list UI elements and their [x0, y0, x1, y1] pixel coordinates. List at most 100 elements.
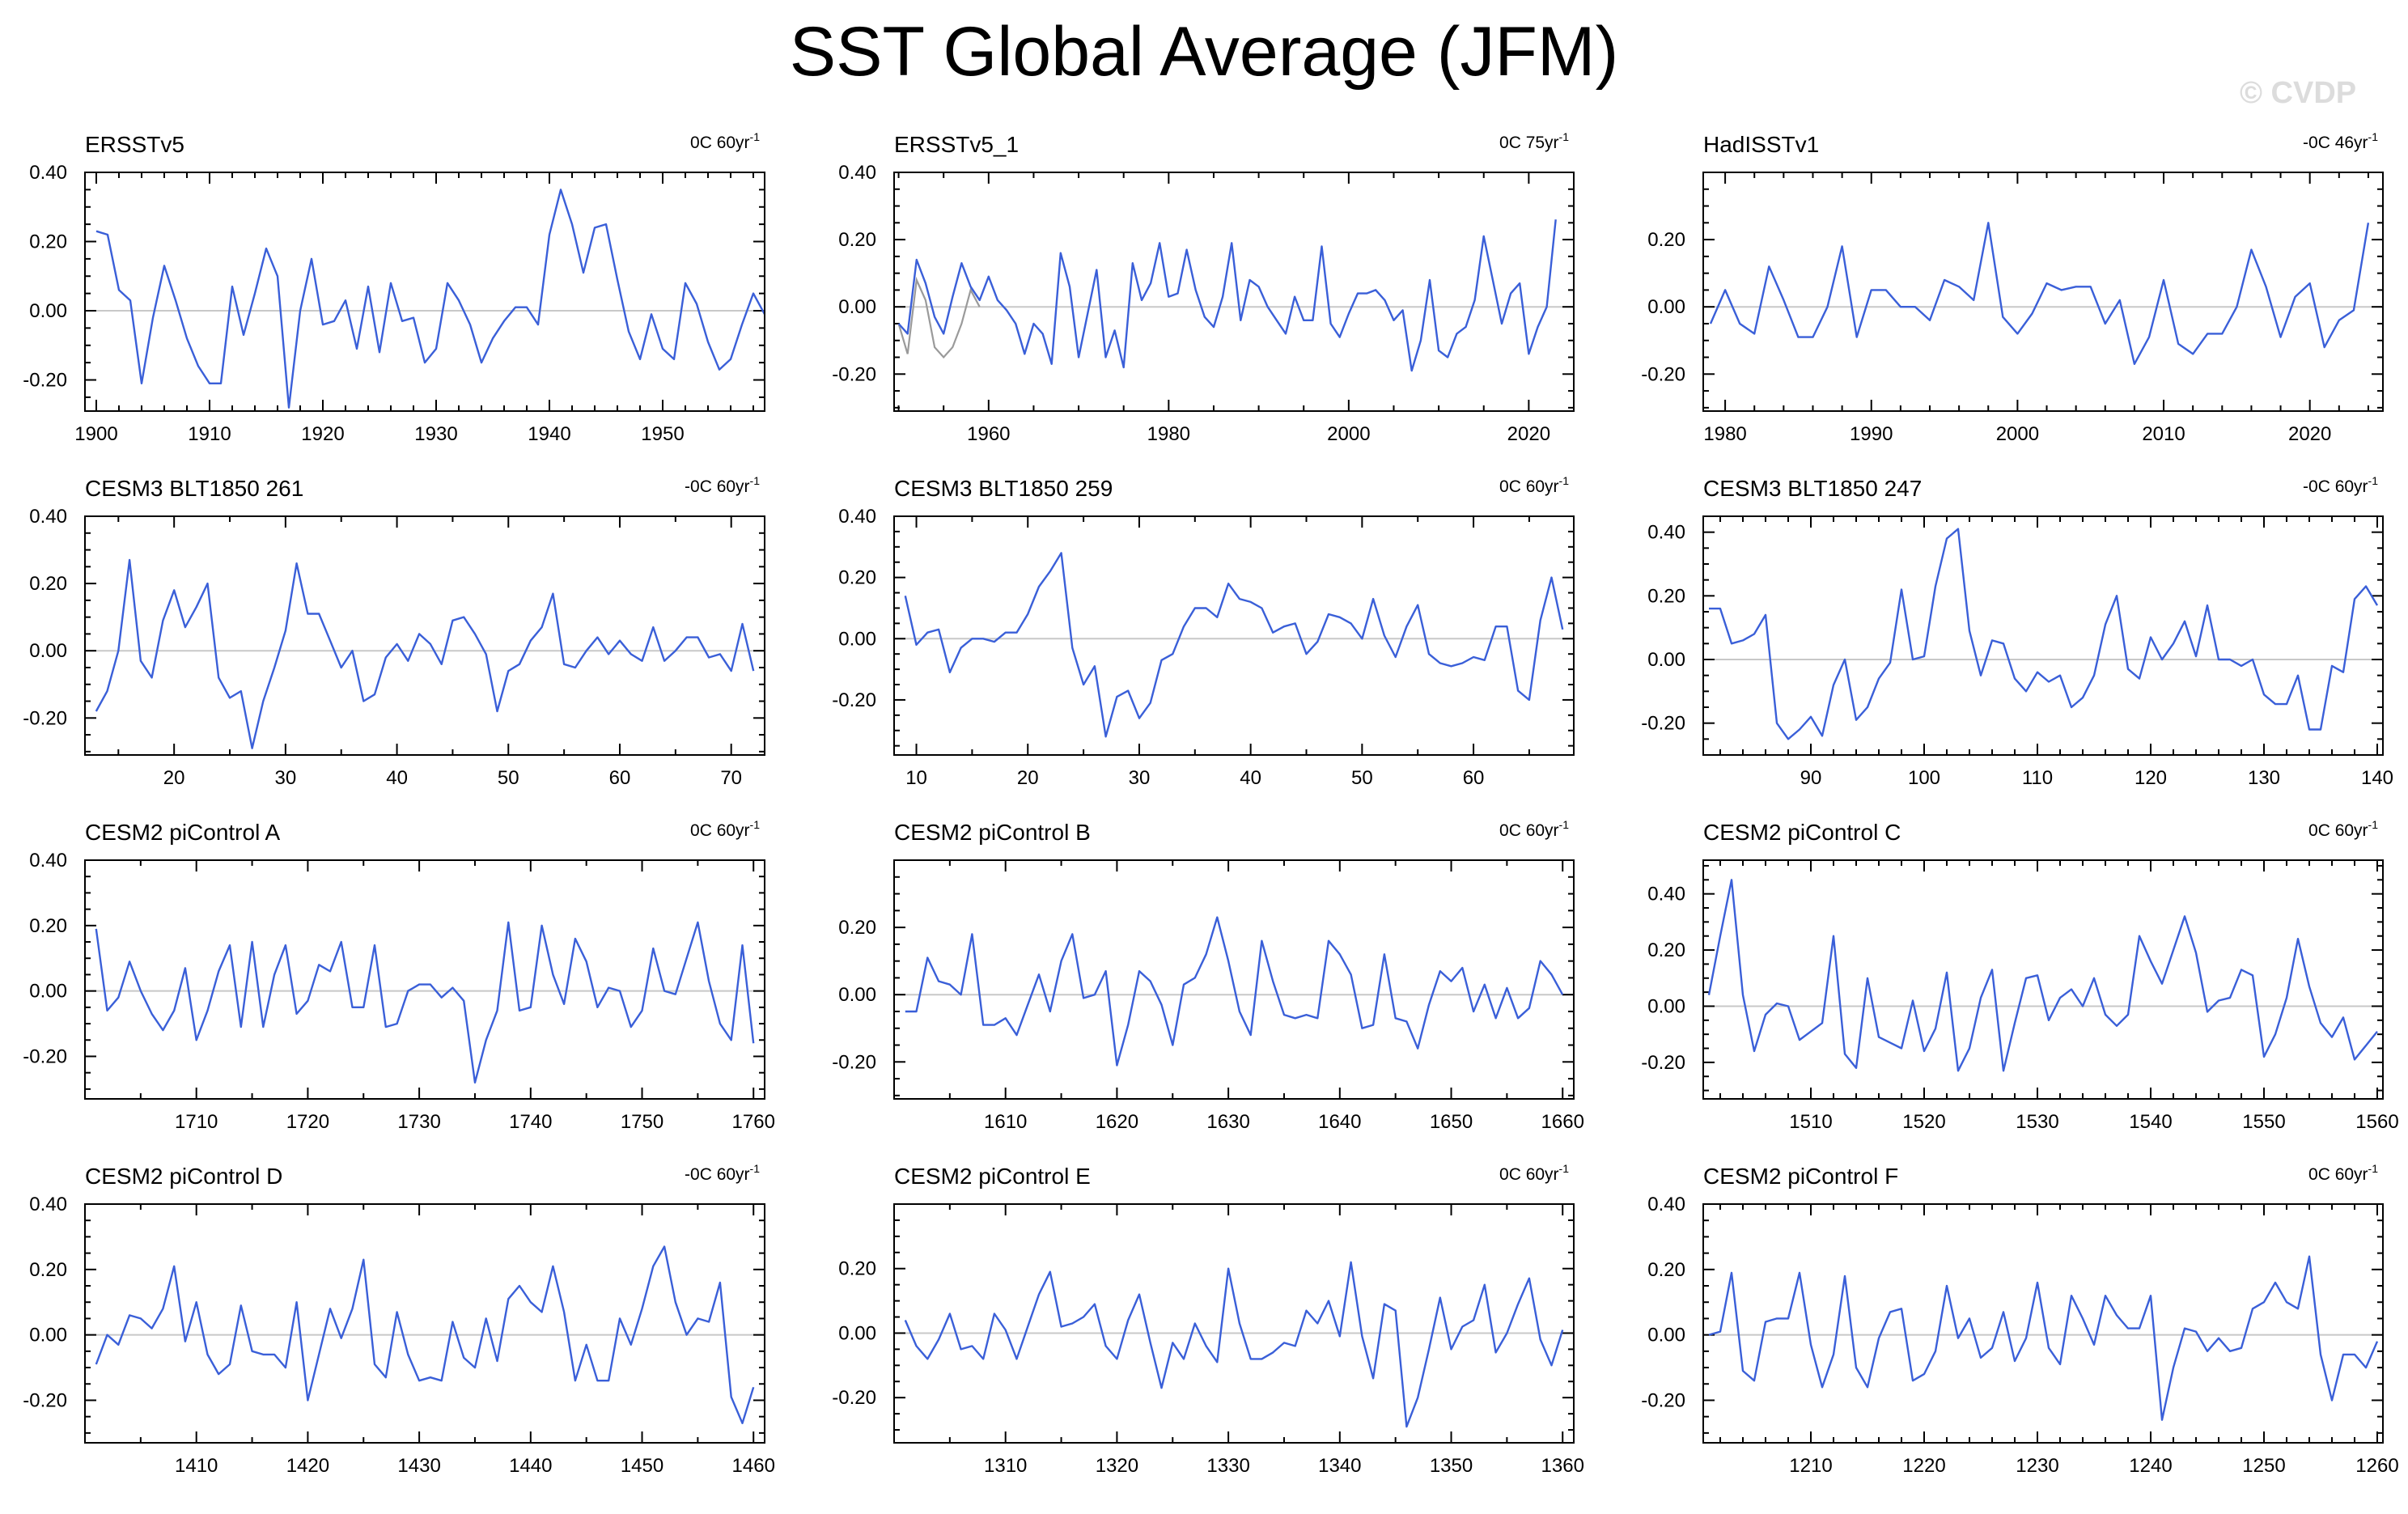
x-tick-label: 1560	[2355, 1111, 2398, 1133]
x-tick-label: 1760	[732, 1111, 775, 1133]
plot-frame	[893, 515, 1575, 756]
y-tick-label: -0.20	[23, 1045, 67, 1067]
x-tick-label: 1320	[1096, 1455, 1138, 1477]
x-tick-label: 1260	[2355, 1455, 2398, 1477]
y-tick-label: 0.00	[1647, 296, 1685, 318]
y-tick-label: -0.20	[832, 1051, 876, 1073]
y-tick-label: 0.00	[29, 981, 67, 1003]
x-tick-label: 1410	[175, 1455, 218, 1477]
x-tick-label: 2000	[1327, 423, 1370, 445]
series-line	[1707, 879, 2378, 1072]
x-tick-label: 1230	[2016, 1455, 2058, 1477]
x-tick-label: 1710	[175, 1111, 218, 1133]
watermark: © CVDP	[2240, 76, 2357, 110]
x-tick-label: 1550	[2242, 1111, 2285, 1133]
x-tick-label: 1940	[528, 423, 570, 445]
y-tick-label: 0.00	[838, 1322, 876, 1344]
series-line	[897, 219, 1557, 372]
panel-title: CESM3 BLT1850 261	[85, 476, 303, 501]
y-tick-label: -0.20	[1641, 713, 1685, 735]
plot-frame	[84, 172, 765, 412]
x-tick-label: 1650	[1430, 1111, 1473, 1133]
x-tick-label: 1520	[1902, 1111, 1945, 1133]
x-tick-label: 1330	[1206, 1455, 1249, 1477]
y-tick-label: 0.00	[838, 628, 876, 650]
y-tick-label: 0.00	[838, 984, 876, 1006]
trend-label: 0C 60yr-1	[2308, 1162, 2378, 1184]
plot-frame	[893, 859, 1575, 1100]
x-tick-label: 1980	[1703, 423, 1746, 445]
chart-panel: -0.20 0.00 0.20 0.40 1410 1420 1430 1440 1450 146…	[23, 1162, 775, 1477]
trend-label: 0C 60yr-1	[2308, 818, 2378, 840]
x-tick-label: 2020	[1507, 423, 1550, 445]
trend-label: -0C 60yr-1	[685, 1162, 760, 1184]
y-tick-label: 0.00	[1647, 649, 1685, 671]
series-line	[95, 558, 755, 749]
x-tick-label: 1980	[1147, 423, 1190, 445]
x-tick-label: 1510	[1789, 1111, 1832, 1133]
y-tick-label: -0.20	[1641, 363, 1685, 385]
series-line	[904, 552, 1564, 738]
x-tick-label: 1720	[286, 1111, 329, 1133]
y-tick-label: 0.00	[1647, 995, 1685, 1017]
y-tick-label: 0.00	[29, 1325, 67, 1346]
x-tick-label: 1640	[1318, 1111, 1361, 1133]
plot-frame	[893, 1203, 1575, 1444]
chart-panel: -0.20 0.00 0.20 0.40 20 30 40 50 60 70 CESM3 BLT18…	[23, 474, 765, 789]
x-tick-label: 1440	[509, 1455, 552, 1477]
y-tick-label: 0.20	[29, 915, 67, 937]
panel-title: ERSSTv5_1	[894, 132, 1019, 157]
y-tick-label: -0.20	[832, 363, 876, 385]
y-tick-label: 0.20	[838, 917, 876, 939]
series-line	[904, 1261, 1564, 1428]
y-tick-label: 0.40	[838, 162, 876, 184]
panel-title: CESM3 BLT1850 259	[894, 476, 1113, 501]
y-tick-label: -0.20	[23, 370, 67, 392]
y-tick-label: 0.20	[29, 1259, 67, 1281]
panel-title: HadISSTv1	[1703, 132, 1819, 157]
x-tick-label: 90	[1800, 767, 1822, 789]
plot-frame	[84, 1203, 765, 1444]
x-tick-label: 1310	[984, 1455, 1027, 1477]
y-tick-label: -0.20	[23, 707, 67, 729]
y-tick-label: 0.40	[1647, 522, 1685, 544]
series-line	[95, 921, 755, 1084]
x-tick-label: 50	[1351, 767, 1373, 789]
trend-label: 0C 75yr-1	[1499, 130, 1569, 152]
x-tick-label: 1210	[1789, 1455, 1832, 1477]
x-tick-label: 1630	[1206, 1111, 1249, 1133]
plot-frame	[1702, 515, 2384, 756]
y-tick-label: 0.20	[1647, 1259, 1685, 1281]
chart-panel: -0.20 0.00 0.20 0.40 1900 1910 1920 1930 1940 195…	[23, 130, 766, 445]
panel-title: CESM2 piControl F	[1703, 1164, 1898, 1189]
chart-panel: -0.20 0.00 0.20 0.40 1210 1220 1230 1240 1250 126…	[1641, 1162, 2398, 1477]
y-tick-label: 0.20	[838, 1258, 876, 1280]
trend-label: 0C 60yr-1	[1499, 1162, 1569, 1184]
plot-frame	[84, 515, 765, 756]
x-tick-label: 1610	[984, 1111, 1027, 1133]
x-tick-label: 1920	[301, 423, 344, 445]
chart-panel: -0.20 0.00 0.20 1610 1620 1630 1640 1650 1660 CES…	[832, 818, 1584, 1133]
y-tick-label: 0.40	[1647, 884, 1685, 905]
x-tick-label: 1530	[2016, 1111, 2058, 1133]
y-tick-label: -0.20	[23, 1389, 67, 1411]
y-tick-label: 0.20	[29, 573, 67, 595]
trend-label: 0C 60yr-1	[1499, 818, 1569, 840]
x-tick-label: 100	[1908, 767, 1940, 789]
x-tick-label: 1950	[641, 423, 684, 445]
y-tick-label: 0.20	[29, 231, 67, 253]
x-tick-label: 1540	[2129, 1111, 2172, 1133]
chart-panel: -0.20 0.00 0.20 0.40 1960 1980 2000 2020 ERSSTv5…	[832, 130, 1575, 445]
x-tick-label: 1240	[2129, 1455, 2172, 1477]
y-tick-label: 0.00	[838, 296, 876, 318]
x-tick-label: 1900	[74, 423, 117, 445]
trend-label: -0C 60yr-1	[2303, 474, 2378, 496]
x-tick-label: 1960	[967, 423, 1010, 445]
x-tick-label: 1910	[188, 423, 231, 445]
panel-title: CESM2 piControl E	[894, 1164, 1091, 1189]
trend-label: 0C 60yr-1	[1499, 474, 1569, 496]
series-line	[1709, 222, 2370, 365]
plot-frame	[893, 172, 1575, 412]
x-tick-label: 20	[1017, 767, 1039, 789]
plot-frame	[1702, 859, 2384, 1100]
